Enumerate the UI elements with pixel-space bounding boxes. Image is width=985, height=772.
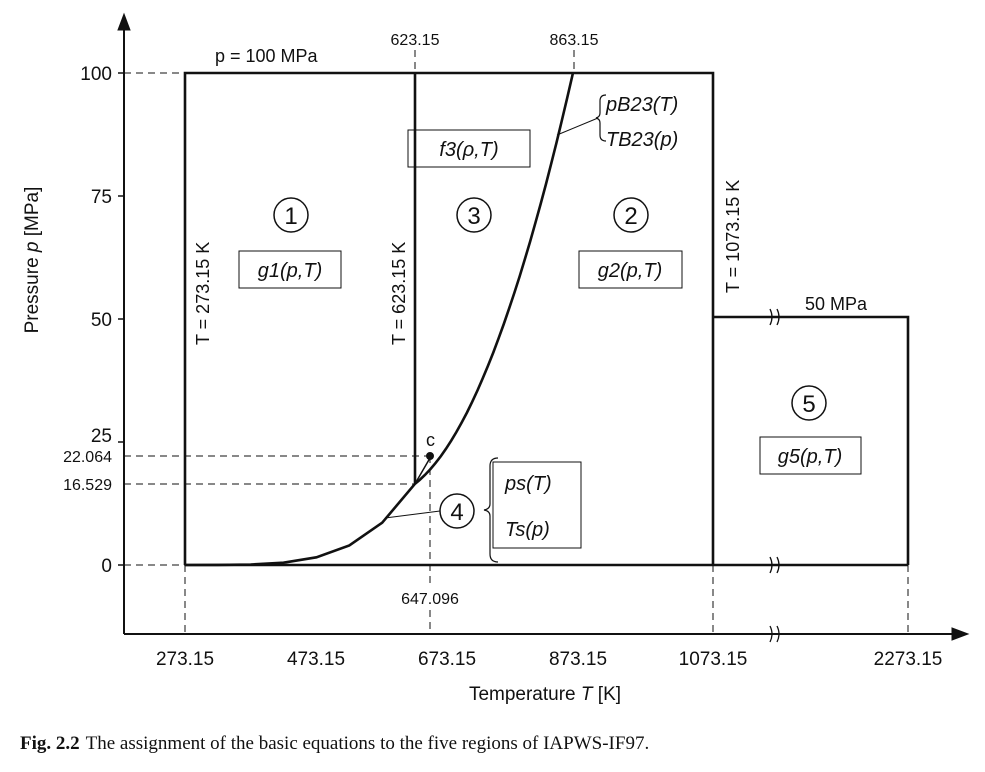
region-4-equation-ts: Ts(p) [505,519,550,541]
x-tick-label: 673.15 [418,649,476,670]
saturation-line-upper [414,456,432,485]
critical-point [426,452,434,460]
t-623-label: T = 623.15 K [389,242,409,345]
t-273-label: T = 273.15 K [193,242,213,345]
region-5-equation: g5(p,T) [778,446,842,468]
x-axis-arrow [951,627,970,641]
eq-box-3 [407,129,531,168]
region-3-number: 3 [467,203,480,230]
x-tick-label: 473.15 [287,649,345,670]
x-tick-label: 2273.15 [874,649,943,670]
x-tick-label: 1073.15 [679,649,748,670]
region-1-equation: g1(p,T) [258,260,322,282]
eq-box-1 [238,250,342,289]
p-50-label: 50 MPa [805,294,868,314]
region-2-equation: g2(p,T) [598,260,662,282]
figure-caption: Fig. 2.2 The assignment of the basic equa… [20,733,650,754]
x-tick-label: 873.15 [549,649,607,670]
top-temp-label: 623.15 [391,32,440,49]
p-100-label: p = 100 MPa [215,46,319,66]
saturation-b23-curve [184,72,575,567]
y-tick-label: 0 [101,556,112,577]
critical-temp-label: 647.096 [401,591,459,608]
region-1-number: 1 [284,203,297,230]
y-tick-label: 25 [91,426,112,447]
boundary-pressure-label: 16.529 [63,477,112,494]
b23-equation-t: TB23(p) [606,129,678,151]
t-1073-label: T = 1073.15 K [723,180,743,293]
region-4-equation-ps: ps(T) [504,473,552,495]
y-tick-label: 75 [91,187,112,208]
critical-pressure-label: 22.064 [63,449,112,466]
region-3-equation: f3(ρ,T) [439,139,498,161]
y-axis-arrow [117,12,131,31]
eq-box-2 [578,250,683,289]
y-axis-title: Pressure p [MPa] [22,187,43,334]
y-tick-label: 100 [80,64,112,85]
critical-point-label: c [426,430,435,450]
b23-equation-p: pB23(T) [605,94,678,116]
x-tick-label: 273.15 [156,649,214,670]
region-5-number: 5 [802,391,815,418]
top-temp-label: 863.15 [550,32,599,49]
eq-box-4 [492,461,582,549]
region-2-number: 2 [624,203,637,230]
iapws-regions-diagram: 100 75 50 25 0 273.15 473.15 673.15 873.… [22,12,970,705]
x-axis-title: Temperature T [K] [469,684,621,705]
region-4-number: 4 [450,499,463,526]
region-outline [183,71,715,565]
y-tick-label: 50 [91,310,112,331]
eq-box-5 [759,436,862,475]
